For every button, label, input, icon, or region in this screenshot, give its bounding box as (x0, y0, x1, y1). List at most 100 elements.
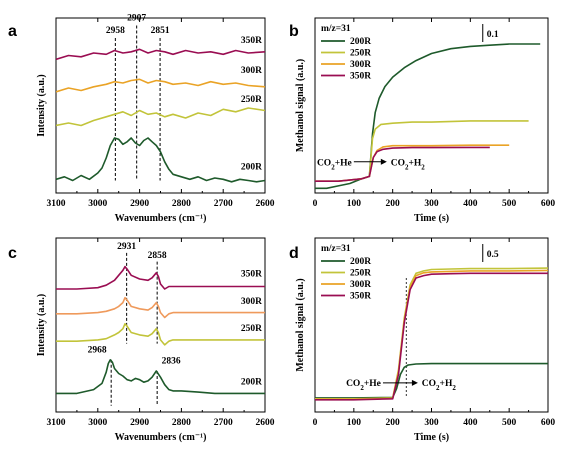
x-tick-label: 2700 (214, 199, 233, 209)
legend-label-350R: 350R (350, 292, 371, 302)
x-tick-label: 200 (386, 418, 401, 428)
series-label-300R: 300R (241, 66, 262, 76)
peak-label-2836: 2836 (162, 357, 181, 367)
plot-frame-c (55, 237, 266, 413)
legend-label-200R: 200R (350, 257, 371, 267)
subscript: 2 (405, 163, 409, 171)
series-line-350R (56, 48, 265, 61)
x-tick-label: 100 (347, 418, 362, 428)
text-part: CO (346, 379, 360, 389)
series-line-300R (56, 296, 265, 319)
x-tick-label: 600 (541, 418, 556, 428)
subscript: 2 (452, 384, 456, 392)
panel-b: b 0 100 200 300 400 500 600 Time (s) Methanol sig… (289, 17, 556, 224)
peak-label-2851: 2851 (151, 26, 170, 36)
switch-arrow-head (380, 158, 387, 165)
y-axis-label: Methanol signal (a.u.) (295, 59, 306, 152)
panel-label-c: c (8, 245, 17, 262)
gas-annotation-0: CO2+He (317, 158, 352, 171)
series-line-250R (56, 107, 265, 127)
legend-label-250R: 250R (350, 49, 371, 59)
series-line-250R (315, 120, 529, 182)
y-axis-label: Intensity (a.u.) (36, 294, 47, 357)
series-label-300R: 300R (241, 297, 262, 307)
x-tick-label: 0 (313, 418, 318, 428)
x-tick-label: 2600 (256, 418, 275, 428)
x-tick-label: 500 (502, 418, 517, 428)
legend-label-350R: 350R (350, 72, 371, 82)
plot-area-a (56, 25, 265, 183)
text-part: +H (408, 158, 421, 168)
x-tick-label: 2800 (172, 418, 191, 428)
series-line-200R (56, 137, 265, 183)
legend-label-300R: 300R (350, 60, 371, 70)
x-tick-label: 3000 (88, 418, 107, 428)
plot-area-c (56, 252, 265, 406)
series-label-200R: 200R (241, 162, 262, 172)
series-label-350R: 350R (241, 36, 262, 46)
subscript: 2 (331, 163, 335, 171)
gas-annotation-1: CO2+H2 (391, 158, 426, 171)
series-line-200R (315, 43, 541, 190)
panel-d: d 0 100 200 300 400 500 600 Time (s) Methanol sig… (289, 237, 556, 443)
panel-label-a: a (8, 23, 17, 40)
x-axis-label: Time (s) (414, 213, 449, 224)
legend-title: m/z=31 (321, 24, 351, 34)
series-label-350R: 350R (241, 270, 262, 280)
panel-a: a 3100 3000 2900 2800 2700 2600 Wavenumbers (cm… (8, 14, 275, 225)
text-part: +He (364, 379, 381, 389)
series-line-350R (315, 146, 490, 182)
x-tick-label: 300 (424, 199, 439, 209)
series-line-250R (56, 322, 265, 346)
text-part: CO (422, 379, 436, 389)
legend-label-300R: 300R (350, 280, 371, 290)
x-axis-label: Time (s) (414, 432, 449, 443)
panel-label-d: d (289, 245, 299, 262)
x-tick-label: 2600 (256, 199, 275, 209)
series-label-250R: 250R (241, 324, 262, 334)
plot-area-b (315, 43, 541, 190)
legend-label-250R: 250R (350, 269, 371, 279)
series-line-300R (56, 78, 265, 93)
x-tick-label: 300 (424, 418, 439, 428)
panel-label-b: b (289, 23, 299, 40)
x-tick-label: 0 (313, 199, 318, 209)
peak-label-2907: 2907 (127, 14, 146, 24)
peak-label-2931: 2931 (117, 242, 136, 252)
text-part: CO (391, 158, 405, 168)
peak-label-2958: 2958 (106, 26, 125, 36)
x-tick-label: 500 (502, 199, 517, 209)
x-tick-label: 2900 (130, 199, 149, 209)
y-axis-label: Intensity (a.u.) (36, 74, 47, 137)
x-tick-label: 2900 (130, 418, 149, 428)
series-line-350R (56, 265, 265, 290)
x-tick-label: 400 (463, 199, 478, 209)
scale-bar-label: 0.1 (487, 30, 499, 40)
x-tick-label: 600 (541, 199, 556, 209)
gas-annotation-1: CO2+H2 (422, 379, 457, 392)
subscript: 2 (421, 163, 425, 171)
x-tick-label: 100 (347, 199, 362, 209)
scale-bar-label: 0.5 (487, 250, 499, 260)
x-tick-label: 2800 (172, 199, 191, 209)
y-axis-label: Methanol signal (a.u.) (295, 278, 306, 371)
text-part: +He (335, 158, 352, 168)
peak-label-2858: 2858 (148, 251, 167, 261)
x-tick-label: 2700 (214, 418, 233, 428)
x-tick-label: 400 (463, 418, 478, 428)
series-label-250R: 250R (241, 95, 262, 105)
series-line-200R (56, 358, 265, 395)
series-line-350R (315, 272, 548, 401)
plot-area-d (315, 267, 548, 401)
switch-arrow-head (411, 379, 418, 386)
series-label-200R: 200R (241, 378, 262, 388)
x-tick-label: 3000 (88, 199, 107, 209)
gas-annotation-0: CO2+He (346, 379, 381, 392)
peak-label-2968: 2968 (88, 345, 107, 355)
panel-c: c 3100 3000 2900 2800 2700 2600 Wavenumbers (cm… (8, 237, 275, 443)
x-axis-label: Wavenumbers (cm⁻¹) (115, 432, 207, 443)
subscript: 2 (360, 384, 364, 392)
x-tick-label: 3100 (47, 199, 66, 209)
text-part: CO (317, 158, 331, 168)
